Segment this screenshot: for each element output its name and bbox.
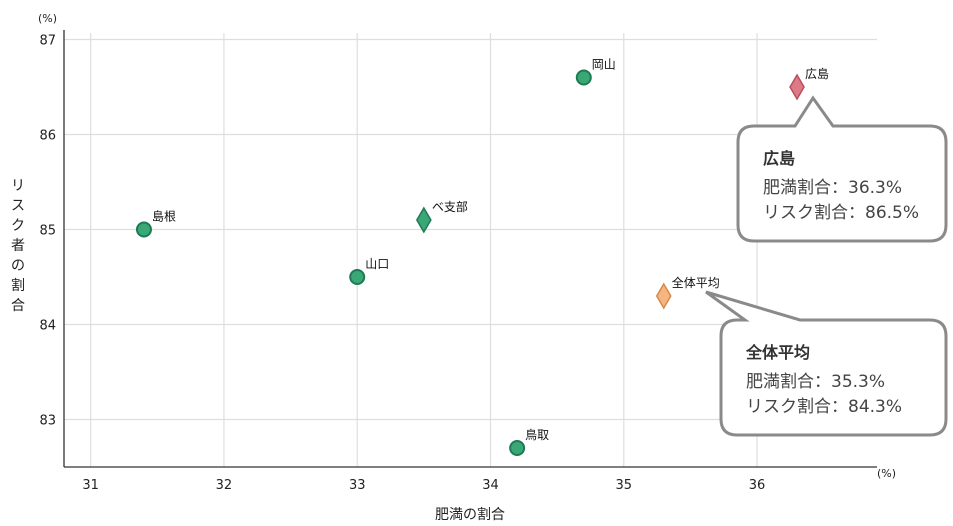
callout-title: 広島 bbox=[763, 149, 795, 168]
x-unit-label: (%) bbox=[877, 467, 896, 480]
y-axis-title-char: ス bbox=[11, 198, 25, 214]
point-marker bbox=[789, 73, 805, 101]
callout-box bbox=[736, 95, 948, 243]
callout-line-risk: リスク割合：84.3% bbox=[746, 397, 902, 417]
y-axis-title-char: 者 bbox=[11, 238, 25, 254]
y-tick-label: 86 bbox=[39, 129, 56, 144]
x-axis-title: 肥満の割合 bbox=[435, 506, 505, 523]
point-marker bbox=[415, 206, 432, 234]
x-tick-label: 34 bbox=[482, 478, 499, 493]
point-label: 広島 bbox=[805, 66, 829, 81]
point-marker bbox=[655, 282, 672, 310]
point-label: 全体平均 bbox=[672, 275, 720, 290]
y-tick-label: 84 bbox=[39, 319, 56, 334]
callout-line-risk: リスク割合：86.5% bbox=[763, 203, 919, 223]
y-axis-title-char: 割 bbox=[11, 277, 25, 294]
point-marker bbox=[349, 269, 366, 285]
x-tick-label: 31 bbox=[82, 478, 99, 493]
x-tick-label: 32 bbox=[216, 478, 233, 493]
y-axis-title-char: リ bbox=[11, 178, 25, 194]
x-tick-label: 33 bbox=[349, 478, 366, 493]
y-tick-label: 87 bbox=[39, 34, 56, 49]
y-axis-title-char: の bbox=[11, 258, 25, 274]
x-tick-label: 36 bbox=[749, 478, 766, 493]
point-marker bbox=[509, 440, 526, 456]
y-tick-label: 83 bbox=[39, 414, 56, 429]
x-tick-label: 35 bbox=[615, 478, 632, 493]
callout-line-obesity: 肥満割合：36.3% bbox=[763, 178, 902, 198]
point-label: 鳥取 bbox=[525, 427, 549, 442]
point-label: ベ支部 bbox=[432, 199, 468, 214]
callout-title: 全体平均 bbox=[745, 343, 810, 362]
y-axis-title-char: ク bbox=[11, 218, 25, 234]
point-marker bbox=[575, 69, 592, 86]
point-label: 山口 bbox=[365, 257, 389, 271]
callout-box bbox=[705, 290, 948, 437]
y-tick-label: 85 bbox=[39, 224, 56, 239]
point-label: 岡山 bbox=[592, 58, 616, 72]
point-marker bbox=[135, 221, 152, 238]
tick-labels: 31 32 33 34 35 36 83 84 85 86 87 bbox=[39, 34, 765, 494]
point-label: 島根 bbox=[152, 209, 176, 224]
axes bbox=[63, 30, 877, 468]
y-axis-title-char: 合 bbox=[11, 298, 25, 314]
callout-line-obesity: 肥満割合：35.3% bbox=[746, 372, 885, 392]
y-unit-label: (%) bbox=[38, 12, 57, 25]
